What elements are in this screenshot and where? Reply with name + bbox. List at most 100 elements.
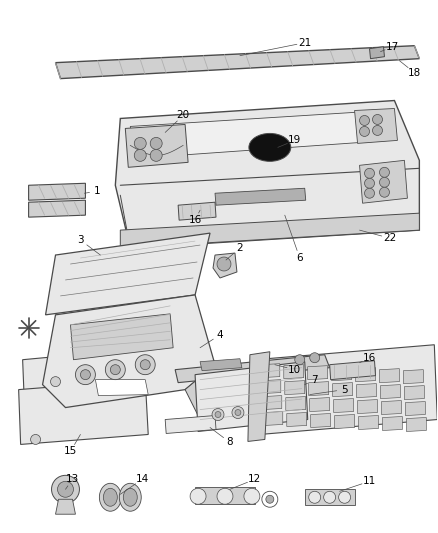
Circle shape — [364, 188, 374, 198]
Text: 22: 22 — [383, 233, 396, 243]
Circle shape — [310, 353, 320, 362]
Polygon shape — [357, 384, 377, 398]
Circle shape — [50, 377, 60, 386]
Ellipse shape — [217, 488, 233, 504]
Ellipse shape — [103, 488, 117, 506]
Polygon shape — [165, 416, 216, 433]
Circle shape — [217, 257, 231, 271]
Polygon shape — [403, 370, 424, 384]
Text: 4: 4 — [217, 330, 223, 340]
Circle shape — [150, 149, 162, 161]
Polygon shape — [56, 46, 419, 78]
Circle shape — [360, 126, 370, 136]
Circle shape — [295, 355, 305, 365]
Polygon shape — [28, 200, 85, 217]
Text: 21: 21 — [298, 38, 311, 48]
Text: 3: 3 — [77, 235, 84, 245]
Circle shape — [262, 491, 278, 507]
Text: 11: 11 — [363, 477, 376, 486]
Polygon shape — [115, 101, 419, 248]
Polygon shape — [311, 414, 331, 427]
Polygon shape — [46, 233, 210, 315]
Polygon shape — [285, 381, 305, 394]
Polygon shape — [357, 400, 378, 414]
Ellipse shape — [124, 488, 137, 506]
Circle shape — [212, 409, 224, 421]
Circle shape — [360, 116, 370, 125]
Polygon shape — [381, 385, 400, 399]
Polygon shape — [195, 487, 255, 504]
Ellipse shape — [99, 483, 121, 511]
Text: 6: 6 — [297, 253, 303, 263]
Circle shape — [379, 167, 389, 177]
Text: 12: 12 — [248, 474, 261, 484]
Polygon shape — [406, 401, 425, 416]
Ellipse shape — [190, 488, 206, 504]
Polygon shape — [404, 385, 424, 400]
Circle shape — [31, 434, 41, 445]
Polygon shape — [195, 362, 308, 432]
Text: 13: 13 — [66, 474, 79, 484]
Polygon shape — [261, 379, 281, 393]
Circle shape — [134, 138, 146, 149]
Text: 7: 7 — [311, 375, 318, 385]
Circle shape — [81, 370, 90, 379]
Polygon shape — [309, 382, 328, 395]
Text: 16: 16 — [363, 353, 376, 363]
Polygon shape — [213, 253, 237, 278]
Circle shape — [364, 178, 374, 188]
Polygon shape — [406, 417, 426, 432]
Polygon shape — [286, 397, 306, 410]
Circle shape — [140, 360, 150, 370]
Polygon shape — [332, 383, 353, 397]
Text: 2: 2 — [237, 243, 243, 253]
Polygon shape — [42, 295, 215, 408]
Polygon shape — [56, 499, 75, 514]
Text: 17: 17 — [386, 42, 399, 52]
Text: 19: 19 — [288, 135, 301, 146]
Circle shape — [215, 411, 221, 417]
Ellipse shape — [244, 488, 260, 504]
Polygon shape — [178, 202, 216, 220]
Text: 18: 18 — [408, 68, 421, 78]
Circle shape — [372, 115, 382, 124]
Polygon shape — [308, 366, 328, 379]
Text: 14: 14 — [136, 474, 149, 484]
Ellipse shape — [119, 483, 141, 511]
Circle shape — [75, 365, 95, 385]
Text: 20: 20 — [177, 110, 190, 120]
Polygon shape — [355, 109, 397, 143]
Polygon shape — [381, 401, 401, 415]
Circle shape — [235, 409, 241, 416]
Text: 8: 8 — [226, 438, 233, 447]
Circle shape — [266, 495, 274, 503]
Circle shape — [106, 360, 125, 379]
Polygon shape — [330, 361, 375, 379]
Circle shape — [379, 187, 389, 197]
Text: 1: 1 — [94, 186, 101, 196]
Polygon shape — [23, 350, 132, 409]
Circle shape — [135, 355, 155, 375]
Circle shape — [134, 149, 146, 161]
Circle shape — [57, 481, 74, 497]
Text: 16: 16 — [188, 215, 202, 225]
Polygon shape — [359, 416, 378, 430]
Polygon shape — [262, 395, 282, 409]
Polygon shape — [120, 213, 419, 248]
Circle shape — [52, 475, 79, 503]
Polygon shape — [287, 413, 307, 426]
Polygon shape — [305, 489, 355, 505]
Circle shape — [372, 125, 382, 135]
Polygon shape — [284, 365, 304, 378]
Polygon shape — [334, 399, 353, 413]
Circle shape — [110, 365, 120, 375]
Polygon shape — [332, 367, 352, 381]
Polygon shape — [19, 379, 148, 445]
Polygon shape — [356, 368, 375, 382]
Circle shape — [339, 491, 350, 503]
Polygon shape — [382, 416, 403, 431]
Polygon shape — [185, 365, 230, 419]
Circle shape — [324, 491, 336, 503]
Polygon shape — [379, 369, 399, 383]
Circle shape — [232, 407, 244, 418]
